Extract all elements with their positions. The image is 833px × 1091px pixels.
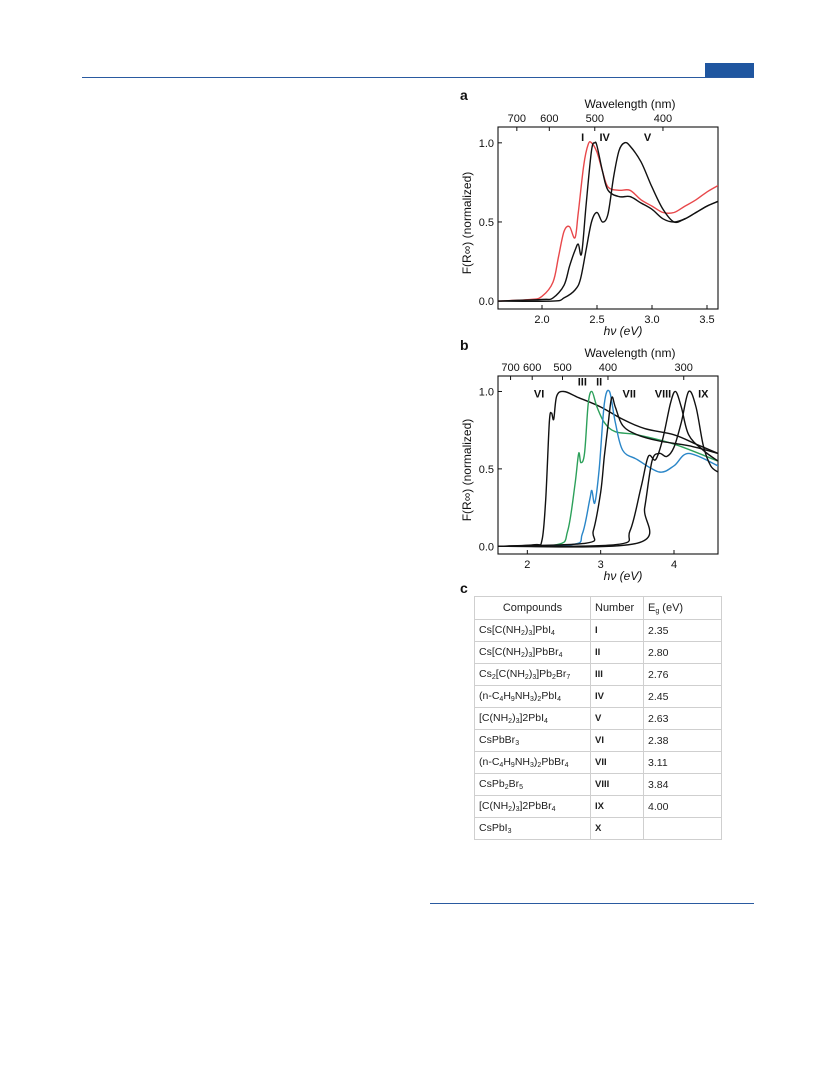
x-axis-label: hν (eV) (604, 569, 643, 583)
x-tick-label: 4 (671, 559, 677, 571)
compound-cell: Cs2[C(NH2)3]Pb2Br7 (474, 663, 591, 686)
compound-cell: (n-C4H9NH3)2PbBr4 (474, 751, 591, 774)
plot-frame (497, 126, 719, 310)
number-cell: VII (590, 751, 644, 774)
number-cell: IV (590, 685, 644, 708)
curve-label-VI: VI (534, 389, 544, 401)
curve-label-IX: IX (698, 389, 709, 401)
top-tick-label: 700 (501, 362, 519, 374)
top-axis-label: Wavelength (nm) (585, 346, 676, 360)
number-cell: V (590, 707, 644, 730)
number-cell: III (590, 663, 644, 686)
header-number: Number (590, 596, 644, 620)
eg-cell: 2.38 (643, 729, 722, 752)
x-tick-label: 2 (524, 559, 530, 571)
compound-cell: CsPb2Br5 (474, 773, 591, 796)
top-tick-label: 400 (654, 113, 672, 125)
number-cell: IX (590, 795, 644, 818)
table-row: Cs[C(NH2)3]PbI4 I 2.35 (474, 619, 722, 642)
y-tick-label: 1.0 (479, 138, 494, 150)
series-line-III (498, 390, 718, 548)
curve-label-I: I (581, 132, 584, 144)
y-tick-label: 0.0 (479, 541, 494, 553)
table-row: [C(NH2)3]2PbI4 V 2.63 (474, 707, 722, 730)
y-axis-label: F(R∞) (normalized) (460, 172, 474, 275)
compound-cell: (n-C4H9NH3)2PbI4 (474, 685, 591, 708)
compounds-table: Compounds Number Eg (eV) Cs[C(NH2)3]PbI4… (474, 596, 722, 840)
curve-label-III: III (578, 376, 587, 388)
compound-cell: CsPbI3 (474, 817, 591, 840)
compound-cell: [C(NH2)3]2PbI4 (474, 707, 591, 730)
number-cell: X (590, 817, 644, 840)
eg-cell: 4.00 (643, 795, 722, 818)
number-cell: VI (590, 729, 644, 752)
top-axis-label: Wavelength (nm) (585, 97, 676, 111)
y-tick-label: 0.5 (479, 464, 494, 476)
series-line-V (498, 141, 718, 303)
top-tick-label: 300 (675, 362, 693, 374)
table-header-row: Compounds Number Eg (eV) (474, 596, 722, 620)
x-tick-label: 2.0 (534, 314, 549, 326)
y-tick-label: 1.0 (479, 386, 494, 398)
compound-cell: Cs[C(NH2)3]PbBr4 (474, 641, 591, 664)
compound-cell: CsPbBr3 (474, 729, 591, 752)
panel-b-letter: b (460, 337, 469, 353)
top-tick-label: 400 (599, 362, 617, 374)
number-cell: I (590, 619, 644, 642)
y-tick-label: 0.5 (479, 217, 494, 229)
table-row: [C(NH2)3]2PbBr4 IX 4.00 (474, 795, 722, 818)
x-tick-label: 3 (598, 559, 604, 571)
table-row: CsPbI3 X (474, 817, 722, 840)
curve-label-V: V (644, 132, 652, 144)
eg-cell: 2.45 (643, 685, 722, 708)
table-row: Cs[C(NH2)3]PbBr4 II 2.80 (474, 641, 722, 664)
curve-label-VII: VII (623, 389, 636, 401)
eg-cell: 2.35 (643, 619, 722, 642)
compound-cell: [C(NH2)3]2PbBr4 (474, 795, 591, 818)
y-axis-label: F(R∞) (normalized) (460, 419, 474, 522)
compound-cell: Cs[C(NH2)3]PbI4 (474, 619, 591, 642)
table-row: (n-C4H9NH3)2PbI4 IV 2.45 (474, 685, 722, 708)
table-row: CsPbBr3 VI 2.38 (474, 729, 722, 752)
top-tick-label: 700 (508, 113, 526, 125)
curve-label-VIII: VIII (655, 389, 672, 401)
top-tick-label: 500 (586, 113, 604, 125)
eg-cell: 2.80 (643, 641, 722, 664)
curve-label-IV: IV (599, 132, 610, 144)
curve-label-II: II (596, 376, 602, 388)
eg-cell: 2.63 (643, 707, 722, 730)
series-line-VII (498, 396, 718, 547)
header-rule (82, 77, 754, 78)
panel-a-letter: a (460, 87, 468, 103)
number-cell: VIII (590, 773, 644, 796)
table-row: Cs2[C(NH2)3]Pb2Br7 III 2.76 (474, 663, 722, 686)
header-compounds: Compounds (474, 596, 591, 620)
series-line-I (498, 141, 718, 302)
panel-c-letter: c (460, 580, 468, 596)
table-row: (n-C4H9NH3)2PbBr4 VII 3.11 (474, 751, 722, 774)
series-line-IX (498, 390, 718, 548)
top-tick-label: 500 (553, 362, 571, 374)
eg-cell: 3.84 (643, 773, 722, 796)
x-tick-label: 2.5 (589, 314, 604, 326)
footer-rule (430, 903, 754, 904)
x-tick-label: 3.0 (644, 314, 659, 326)
x-axis-label: hν (eV) (604, 324, 643, 338)
series-line-VIII (498, 390, 718, 548)
table-row: CsPb2Br5 VIII 3.84 (474, 773, 722, 796)
header-tab (705, 63, 754, 77)
series-line-VI (498, 390, 718, 547)
x-tick-label: 3.5 (699, 314, 714, 326)
y-tick-label: 0.0 (479, 296, 494, 308)
top-tick-label: 600 (540, 113, 558, 125)
header-eg: Eg (eV) (643, 596, 722, 620)
top-tick-label: 600 (523, 362, 541, 374)
eg-cell: 2.76 (643, 663, 722, 686)
eg-cell (643, 817, 722, 840)
eg-cell: 3.11 (643, 751, 722, 774)
number-cell: II (590, 641, 644, 664)
series-line-II (498, 389, 718, 547)
